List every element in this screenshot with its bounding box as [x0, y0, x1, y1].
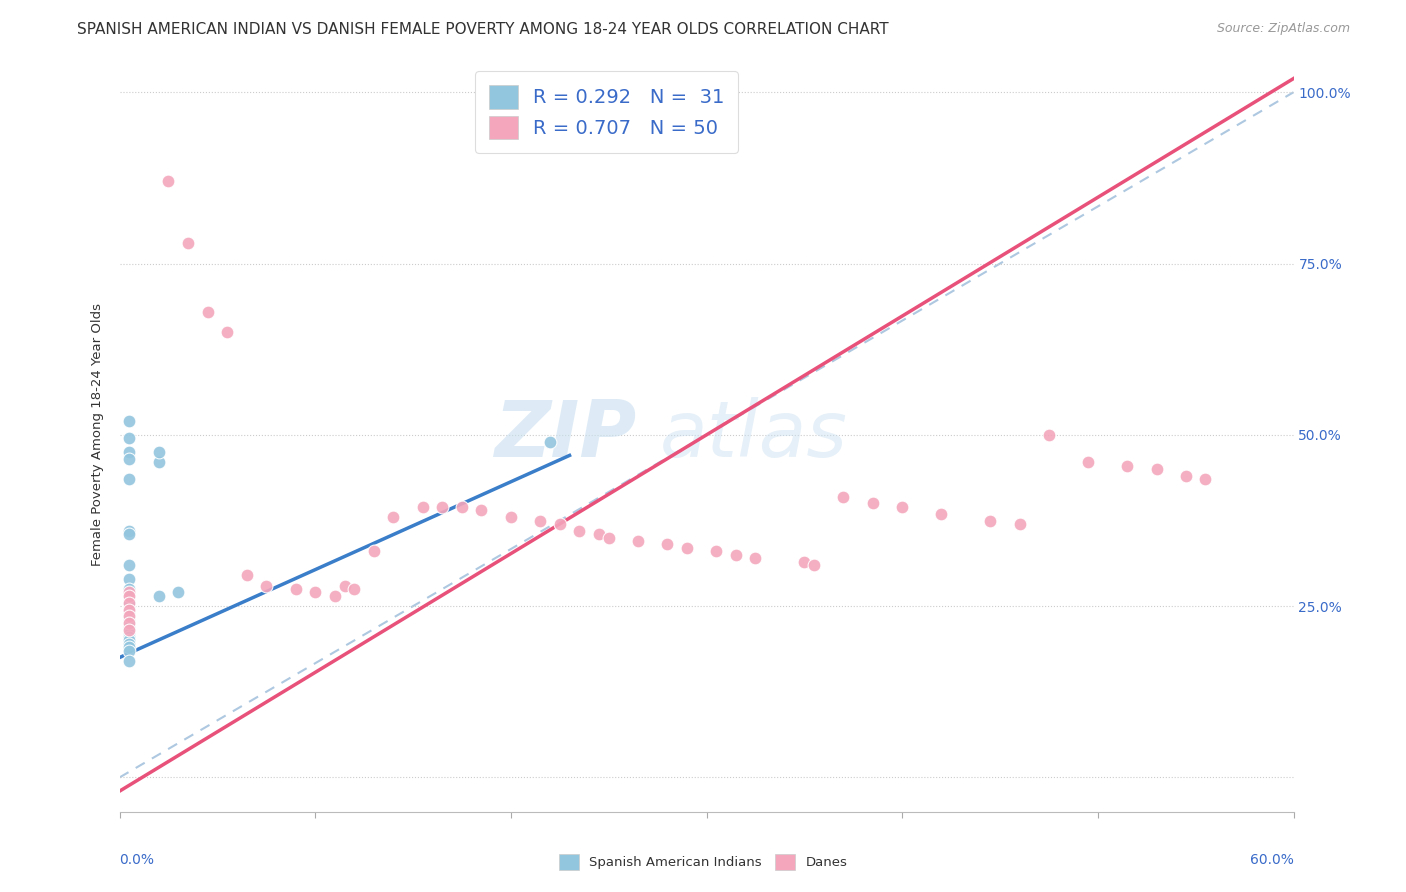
Point — [499, 510, 522, 524]
Point — [118, 640, 141, 655]
Point — [323, 589, 346, 603]
Point — [979, 514, 1001, 528]
Point — [118, 623, 141, 637]
Point — [118, 616, 141, 631]
Point — [657, 537, 679, 551]
Point — [118, 616, 141, 631]
Point — [568, 524, 591, 538]
Point — [118, 445, 141, 459]
Text: Source: ZipAtlas.com: Source: ZipAtlas.com — [1216, 22, 1350, 36]
Point — [118, 620, 141, 634]
Point — [254, 578, 277, 592]
Point — [118, 623, 141, 637]
Point — [363, 544, 385, 558]
Point — [118, 626, 141, 640]
Point — [432, 500, 454, 514]
Point — [118, 613, 141, 627]
Point — [891, 500, 914, 514]
Point — [744, 551, 766, 566]
Point — [118, 609, 141, 624]
Point — [118, 633, 141, 648]
Point — [931, 507, 953, 521]
Point — [217, 325, 239, 339]
Point — [1146, 462, 1168, 476]
Point — [118, 582, 141, 596]
Point — [118, 527, 141, 541]
Point — [118, 472, 141, 486]
Point — [1038, 427, 1060, 442]
Point — [197, 304, 219, 318]
Point — [148, 455, 170, 469]
Point — [284, 582, 307, 596]
Point — [1077, 455, 1099, 469]
Point — [118, 654, 141, 668]
Point — [148, 445, 170, 459]
Text: 0.0%: 0.0% — [120, 853, 155, 867]
Point — [451, 500, 474, 514]
Point — [118, 606, 141, 620]
Point — [118, 589, 141, 603]
Point — [862, 496, 884, 510]
Point — [118, 585, 141, 599]
Text: SPANISH AMERICAN INDIAN VS DANISH FEMALE POVERTY AMONG 18-24 YEAR OLDS CORRELATI: SPANISH AMERICAN INDIAN VS DANISH FEMALE… — [77, 22, 889, 37]
Point — [118, 630, 141, 644]
Point — [118, 572, 141, 586]
Point — [304, 585, 326, 599]
Point — [676, 541, 699, 555]
Point — [598, 531, 620, 545]
Point — [118, 451, 141, 466]
Point — [1116, 458, 1139, 473]
Point — [588, 527, 610, 541]
Point — [832, 490, 855, 504]
Point — [118, 524, 141, 538]
Point — [382, 510, 405, 524]
Point — [412, 500, 434, 514]
Point — [118, 431, 141, 445]
Point — [1008, 516, 1031, 531]
Legend: R = 0.292   N =  31, R = 0.707   N = 50: R = 0.292 N = 31, R = 0.707 N = 50 — [475, 71, 738, 153]
Point — [157, 174, 180, 188]
Text: atlas: atlas — [659, 397, 848, 473]
Point — [118, 602, 141, 616]
Point — [235, 568, 257, 582]
Text: ZIP: ZIP — [494, 397, 636, 473]
Point — [118, 596, 141, 610]
Point — [118, 602, 141, 616]
Point — [704, 544, 727, 558]
Point — [1194, 472, 1216, 486]
Point — [724, 548, 747, 562]
Point — [529, 514, 551, 528]
Point — [148, 589, 170, 603]
Y-axis label: Female Poverty Among 18-24 Year Olds: Female Poverty Among 18-24 Year Olds — [90, 303, 104, 566]
Point — [118, 643, 141, 657]
Point — [548, 516, 571, 531]
Point — [793, 555, 815, 569]
Text: 60.0%: 60.0% — [1250, 853, 1294, 867]
Point — [118, 558, 141, 572]
Legend: Spanish American Indians, Danes: Spanish American Indians, Danes — [553, 847, 853, 877]
Point — [118, 637, 141, 651]
Point — [118, 414, 141, 428]
Point — [167, 585, 190, 599]
Point — [333, 578, 356, 592]
Point — [1174, 469, 1197, 483]
Point — [177, 235, 200, 250]
Point — [627, 534, 650, 549]
Point — [118, 596, 141, 610]
Point — [343, 582, 366, 596]
Point — [118, 589, 141, 603]
Point — [803, 558, 825, 572]
Point — [538, 434, 561, 449]
Point — [118, 609, 141, 624]
Point — [470, 503, 492, 517]
